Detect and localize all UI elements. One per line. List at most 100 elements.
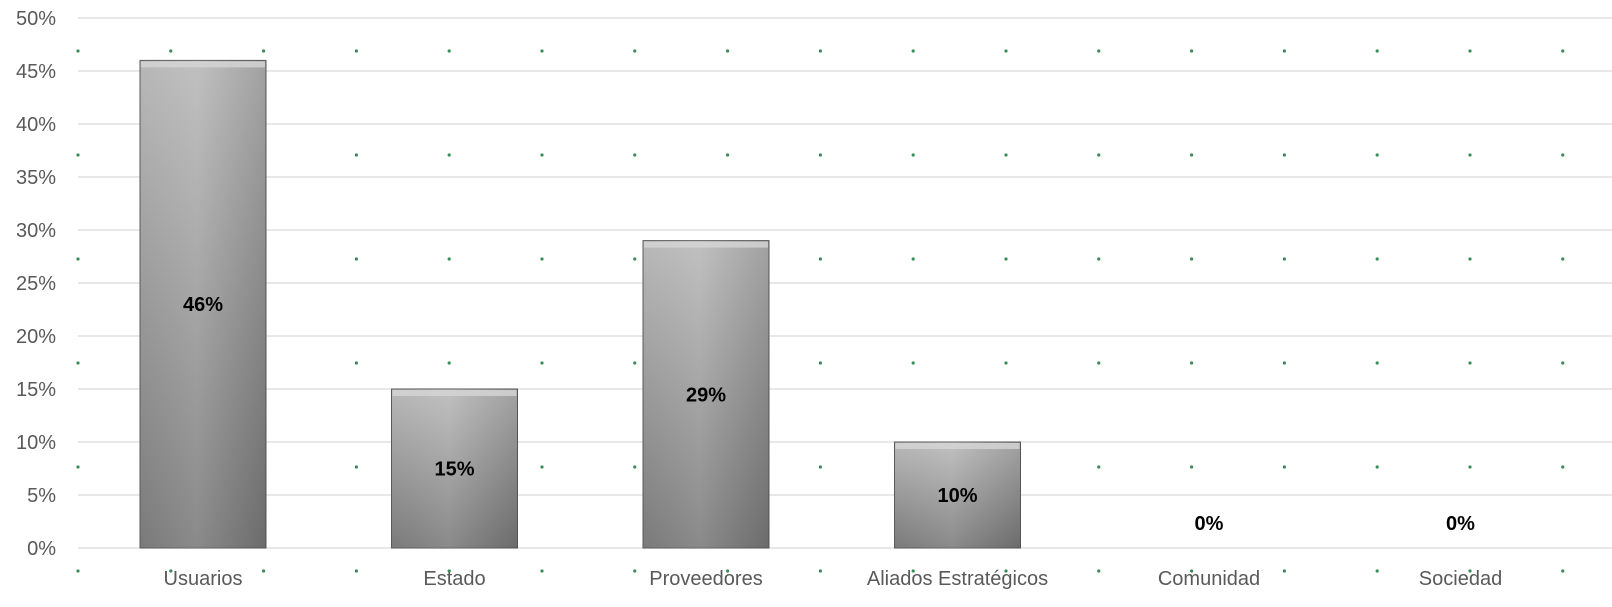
pattern-dot bbox=[726, 569, 730, 573]
x-category-label: Aliados Estratégicos bbox=[867, 568, 1048, 590]
pattern-dot bbox=[1097, 257, 1101, 261]
pattern-dot bbox=[633, 257, 637, 261]
bar-shading bbox=[140, 60, 266, 549]
pattern-dot bbox=[1097, 569, 1101, 573]
x-category-label: Comunidad bbox=[1158, 568, 1260, 590]
pattern-dot bbox=[1190, 49, 1194, 53]
gridlines bbox=[78, 17, 1612, 549]
bar-shading bbox=[894, 442, 1021, 548]
pattern-dot bbox=[1468, 361, 1472, 365]
pattern-dot bbox=[540, 569, 544, 573]
x-category-label: Usuarios bbox=[164, 568, 243, 590]
pattern-dot bbox=[447, 257, 451, 261]
pattern-dot bbox=[1561, 49, 1565, 53]
pattern-dot bbox=[1561, 153, 1565, 157]
pattern-dot bbox=[447, 361, 451, 365]
pattern-dot bbox=[1004, 361, 1008, 365]
x-category-label: Estado bbox=[423, 568, 485, 590]
pattern-dot bbox=[633, 569, 637, 573]
pattern-dot bbox=[911, 257, 915, 261]
bar-proveedores bbox=[642, 240, 770, 549]
bar-usuarios bbox=[139, 59, 267, 549]
pattern-dot bbox=[818, 49, 823, 53]
pattern-dot bbox=[726, 153, 730, 157]
bar-aliados-estrat-gicos bbox=[894, 441, 1021, 549]
pattern-dot bbox=[1282, 153, 1286, 157]
pattern-dot bbox=[447, 49, 451, 53]
pattern-dot bbox=[1097, 153, 1101, 157]
pattern-dot bbox=[1282, 361, 1286, 365]
pattern-dot bbox=[911, 49, 915, 53]
pattern-dot bbox=[540, 49, 544, 53]
pattern-dot bbox=[818, 465, 823, 469]
pattern-dot bbox=[1282, 257, 1286, 261]
pattern-dot bbox=[818, 569, 823, 573]
pattern-dot bbox=[1468, 569, 1472, 573]
bar-estado bbox=[391, 388, 518, 549]
pattern-dot bbox=[76, 569, 80, 573]
pattern-dot bbox=[1282, 465, 1286, 469]
data-label: 46% bbox=[183, 294, 223, 316]
pattern-dot bbox=[726, 49, 730, 53]
y-tick-label: 20% bbox=[16, 326, 56, 348]
pattern-dot bbox=[1190, 153, 1194, 157]
y-axis-ticks: 0% 5% 10% 15% 20% 25% 30% 35% 40% 45% 50% bbox=[16, 8, 56, 560]
pattern-dot bbox=[1468, 465, 1472, 469]
y-tick-label: 0% bbox=[27, 538, 56, 560]
pattern-dot bbox=[1468, 257, 1472, 261]
bar-top-bevel bbox=[644, 241, 768, 248]
pattern-dot bbox=[633, 465, 637, 469]
background-dot-pattern bbox=[76, 49, 1565, 573]
data-labels: 46% 15% 29% 10% 0% 0% bbox=[183, 294, 1475, 535]
pattern-dot bbox=[262, 49, 266, 53]
pattern-dot bbox=[354, 361, 358, 365]
pattern-dot bbox=[262, 569, 266, 573]
y-tick-label: 40% bbox=[16, 114, 56, 136]
pattern-dot bbox=[1561, 361, 1565, 365]
bar-shading bbox=[643, 240, 769, 548]
pattern-dot bbox=[1004, 153, 1008, 157]
pattern-dot bbox=[354, 569, 358, 573]
pattern-dot bbox=[76, 153, 80, 157]
pattern-dot bbox=[1097, 465, 1101, 469]
pattern-dot bbox=[540, 257, 544, 261]
pattern-dot bbox=[1468, 153, 1472, 157]
pattern-dot bbox=[76, 49, 80, 53]
pattern-dot bbox=[354, 153, 358, 157]
x-category-label: Sociedad bbox=[1419, 568, 1502, 590]
data-label: 0% bbox=[1446, 513, 1475, 535]
pattern-dot bbox=[911, 153, 915, 157]
pattern-dot bbox=[1375, 49, 1379, 53]
pattern-dot bbox=[76, 257, 80, 261]
pattern-dot bbox=[354, 465, 358, 469]
pattern-dot bbox=[1375, 257, 1379, 261]
pattern-dot bbox=[633, 153, 637, 157]
pattern-dot bbox=[911, 569, 915, 573]
pattern-dot bbox=[1004, 257, 1008, 261]
bar-top-bevel bbox=[141, 61, 265, 68]
y-tick-label: 15% bbox=[16, 379, 56, 401]
data-label: 10% bbox=[937, 485, 977, 507]
pattern-dot bbox=[1375, 569, 1379, 573]
pattern-dot bbox=[1190, 361, 1194, 365]
pattern-dot bbox=[1097, 49, 1101, 53]
bars bbox=[139, 59, 1021, 549]
y-tick-label: 35% bbox=[16, 167, 56, 189]
pattern-dot bbox=[1468, 49, 1472, 53]
pattern-dot bbox=[1282, 569, 1286, 573]
y-tick-label: 5% bbox=[27, 485, 56, 507]
pattern-dot bbox=[818, 153, 823, 157]
pattern-dot bbox=[633, 361, 637, 365]
data-label: 0% bbox=[1195, 513, 1224, 535]
pattern-dot bbox=[1561, 465, 1565, 469]
bar-shading bbox=[391, 389, 518, 548]
pattern-dot bbox=[1004, 49, 1008, 53]
bar-top-bevel bbox=[392, 390, 517, 396]
pattern-dot bbox=[169, 49, 173, 53]
x-category-label: Proveedores bbox=[649, 568, 762, 590]
pattern-dot bbox=[633, 49, 637, 53]
y-tick-label: 45% bbox=[16, 61, 56, 83]
pattern-dot bbox=[1190, 569, 1194, 573]
pattern-dot bbox=[818, 257, 823, 261]
